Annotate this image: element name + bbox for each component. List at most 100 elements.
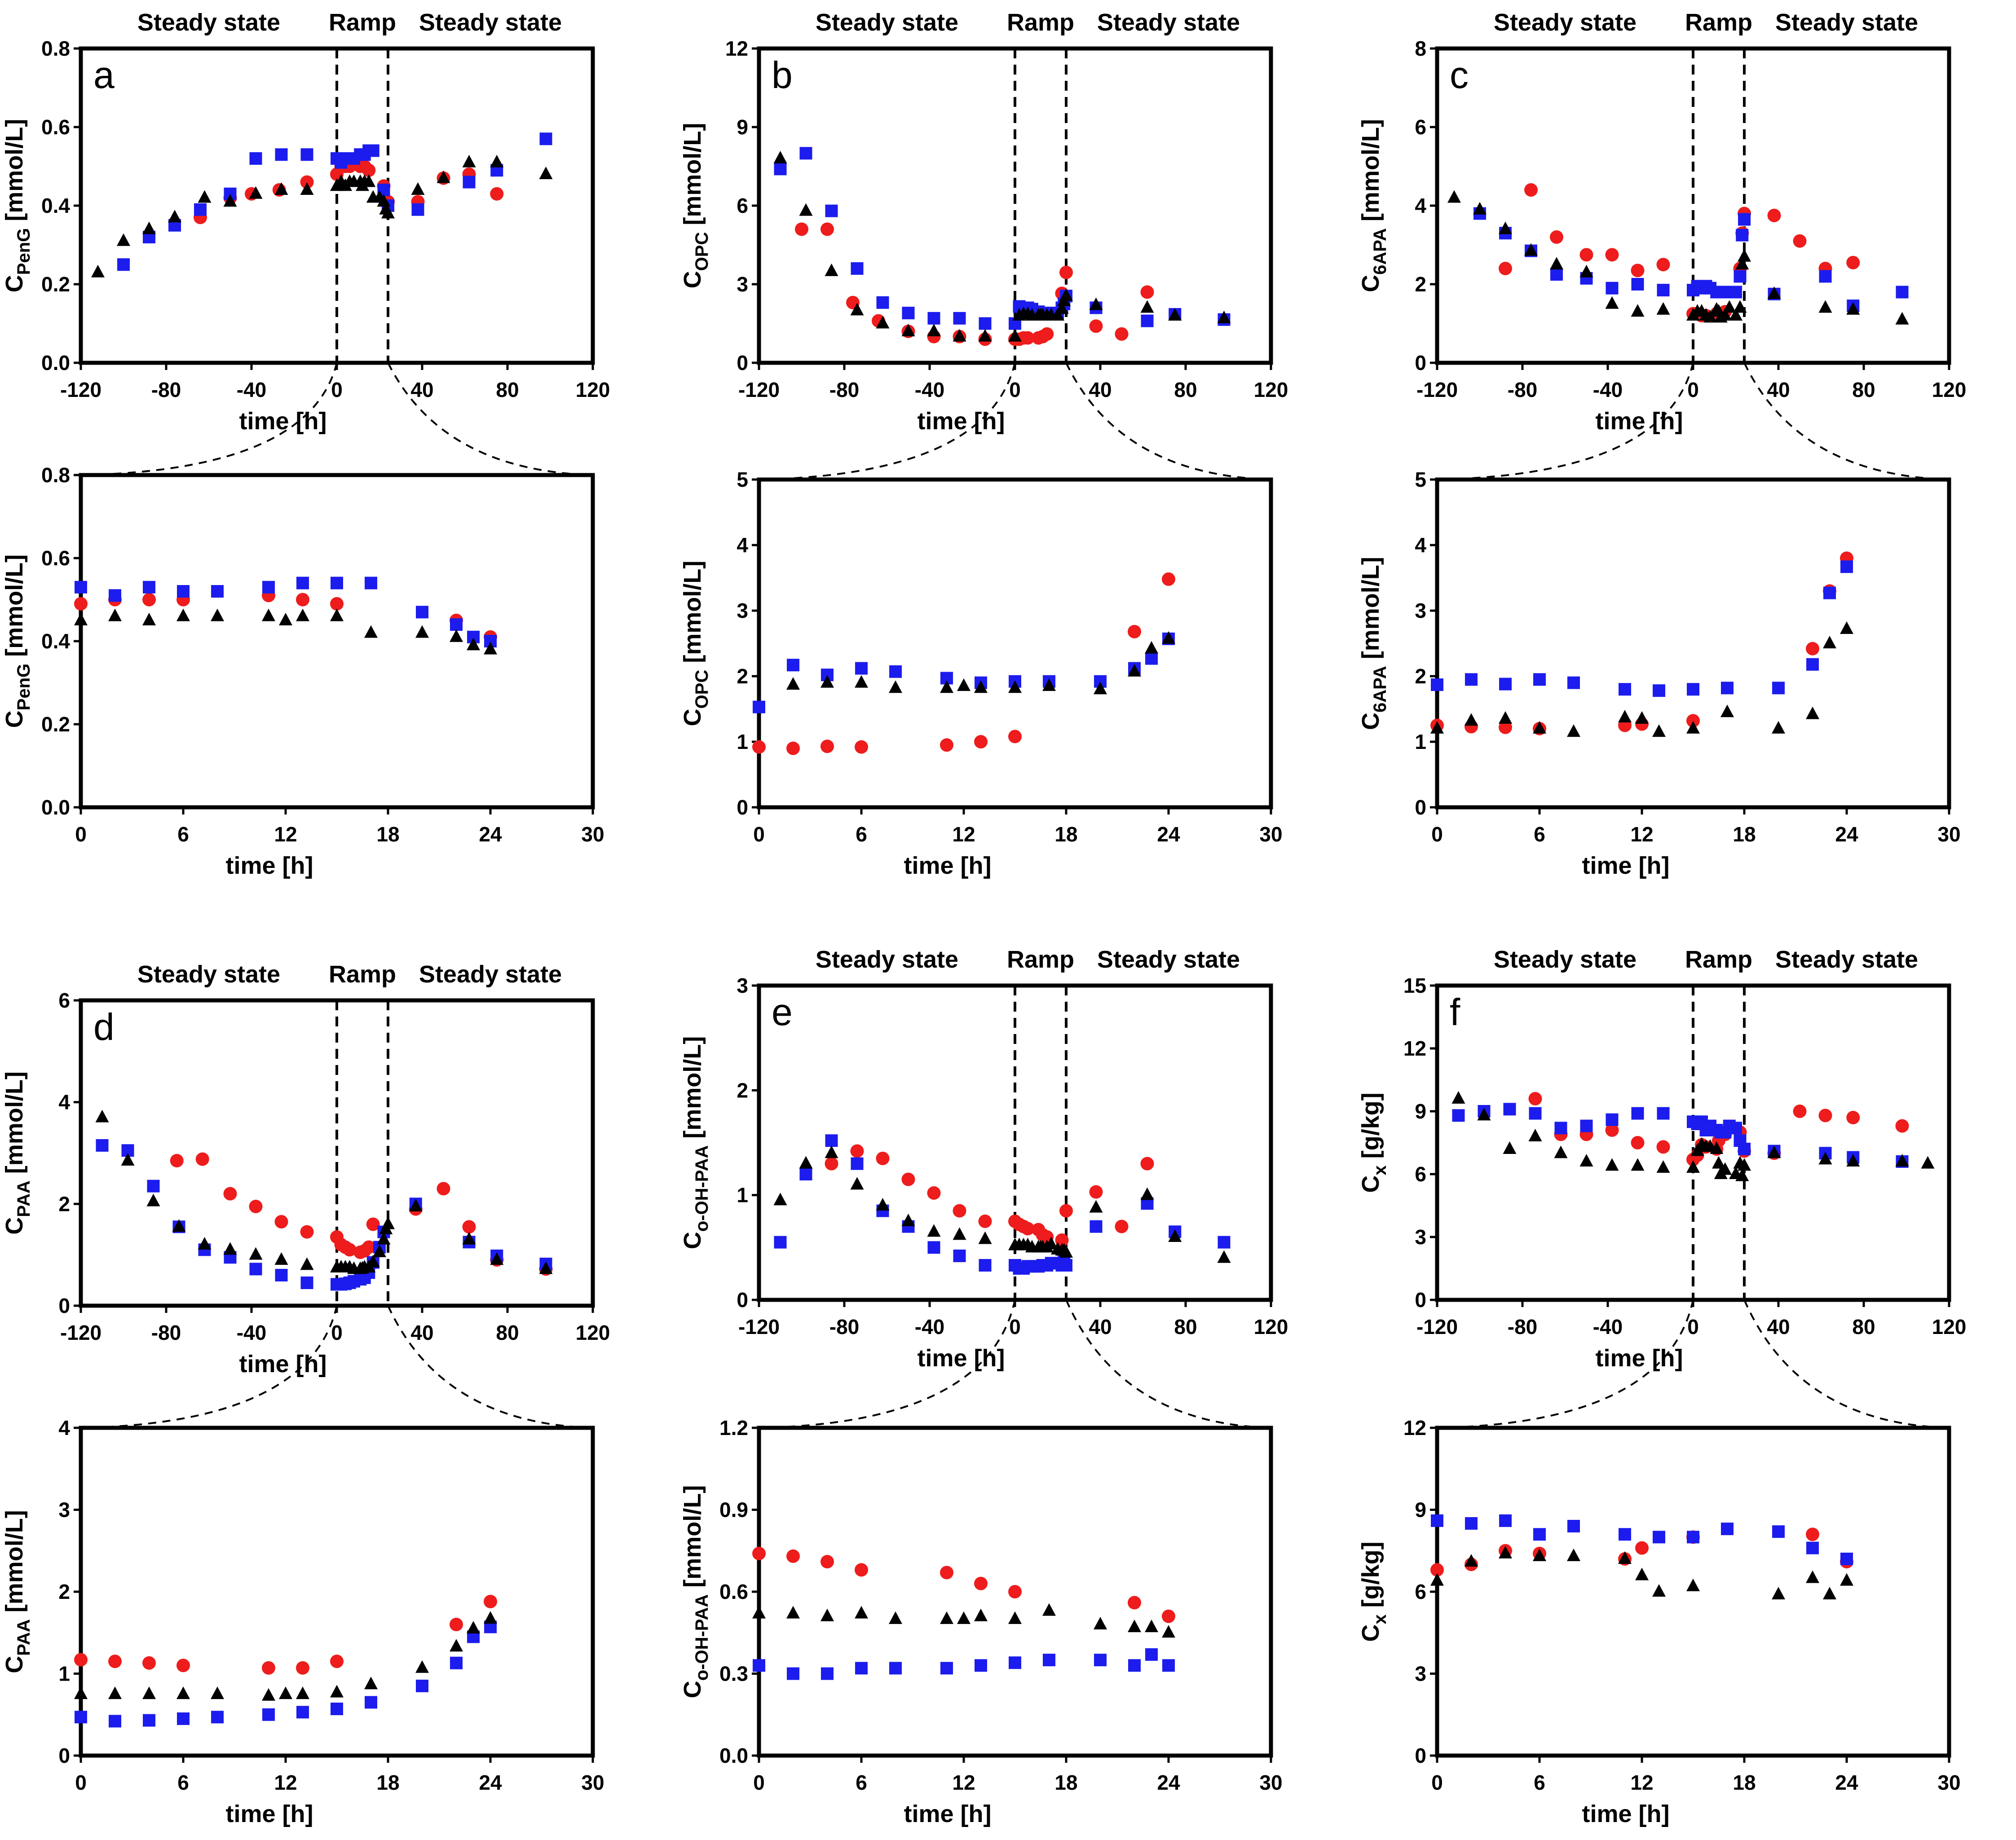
y-tick-label: 1 [737,1184,748,1207]
data-point-red-circle [1021,331,1035,345]
phase-label-steady-right: Steady state [1775,9,1918,36]
data-point-black-triangle [409,1199,423,1211]
x-tick-label: -120 [1416,1315,1458,1338]
data-point-red-circle [1656,258,1670,272]
data-point-black-triangle [249,1247,263,1260]
data-point-black-triangle [901,1214,915,1226]
zoom-connector-left [1437,362,1694,480]
data-point-blue-square [1653,1531,1665,1544]
data-point-red-circle [1162,1609,1175,1623]
x-tick-label: -80 [151,378,181,401]
data-point-red-circle [821,1555,834,1569]
y-tick-label: 6 [1415,1162,1426,1186]
data-point-black-triangle [1430,721,1444,734]
phase-label-steady-right: Steady state [419,9,562,36]
y-tick-label: 0.8 [41,37,70,60]
data-point-black-triangle [262,1688,275,1701]
y-axis-label-main: C [679,271,706,288]
x-tick-label: 18 [1054,1771,1077,1794]
data-point-black-triangle [978,329,992,342]
data-point-black-triangle [1447,190,1461,203]
data-point-black-triangle [168,210,181,223]
data-point-red-circle [142,1656,156,1670]
data-point-blue-square [1503,1103,1516,1116]
data-point-black-triangle [249,186,263,199]
y-axis-label-subscript: PAA [14,1180,34,1217]
data-point-black-triangle [1767,286,1781,299]
x-tick-label: 0 [753,823,765,846]
data-point-red-circle [1040,327,1054,341]
data-point-red-circle [927,1186,941,1200]
y-axis-label-subscript: o-OH-PAA [692,1145,712,1232]
y-tick-label: 0.8 [41,463,70,487]
series-circle [194,159,504,224]
x-tick-label: 120 [1254,378,1288,401]
phase-label-ramp: Ramp [1007,946,1074,973]
data-point-blue-square [1533,1528,1546,1541]
data-point-black-triangle [1008,1611,1022,1624]
data-point-black-triangle [773,1193,787,1206]
x-tick-label: 80 [496,1321,519,1344]
y-axis-label-unit: [g/kg] [1357,1541,1384,1614]
y-axis-label: C6APA [mmol/L] [1357,119,1390,292]
y-tick-label: 0 [737,351,748,374]
x-tick-label: 12 [274,1771,297,1794]
data-point-blue-square [1734,270,1747,283]
data-point-blue-square [774,163,787,176]
data-point-black-triangle [1631,304,1645,317]
data-point-blue-square [927,312,940,325]
data-point-blue-square [1896,286,1909,299]
y-axis-label-main: C [1357,1624,1384,1642]
phase-label-steady-right: Steady state [1097,9,1240,36]
data-point-black-triangle [1686,1160,1700,1173]
data-point-black-triangle [1703,310,1717,323]
data-point-black-triangle [1806,706,1819,719]
data-point-black-triangle [364,625,378,638]
y-tick-label: 0.6 [41,546,70,570]
data-point-blue-square [1772,1525,1785,1538]
data-point-blue-square [275,1269,288,1281]
zoom-connector-left [759,362,1016,480]
series-square [774,147,1231,330]
data-point-blue-square [1431,678,1443,691]
data-point-black-triangle [1217,1250,1231,1263]
y-axis-label: Co-OH-PAA [mmol/L] [679,1036,712,1250]
series-square [117,132,552,271]
data-point-black-triangle [437,170,450,183]
y-tick-label: 12 [1403,1037,1426,1060]
x-tick-label: 120 [576,1321,610,1344]
series-triangle [1430,1545,1853,1600]
series-square [1431,560,1853,697]
y-tick-label: 3 [1415,1225,1426,1249]
data-point-black-triangle [176,608,190,621]
y-tick-label: 2 [58,1580,70,1603]
x-tick-label: 0 [1687,378,1699,401]
data-point-blue-square [249,1263,262,1276]
data-point-black-triangle [142,1686,156,1699]
y-tick-label: 0.0 [719,1744,748,1767]
data-point-black-triangle [1618,709,1632,722]
zoom-connector-left [759,1299,1016,1429]
data-point-black-triangle [484,642,497,655]
data-point-black-triangle [377,1232,391,1245]
data-point-blue-square [411,203,424,216]
phase-label-steady-left: Steady state [1494,9,1637,36]
y-tick-label: 0.4 [41,194,70,217]
data-point-blue-square [851,1157,864,1170]
data-point-red-circle [300,1225,314,1239]
x-tick-label: 24 [479,823,502,846]
y-tick-label: 0.4 [41,629,70,653]
data-point-black-triangle [279,612,292,625]
data-point-red-circle [855,740,868,754]
phase-label-ramp: Ramp [1685,946,1752,973]
data-point-blue-square [1090,1220,1103,1233]
panel-c: -120 -80 -40 0 40 80 120 0 2 4 6 8 time [h] C6APA [mm… [1357,9,1966,435]
data-point-black-triangle [279,1686,292,1699]
phase-label-ramp: Ramp [329,9,396,36]
data-point-black-triangle [1145,641,1158,654]
panel-d: -120 -80 -40 0 40 80 120 0 2 4 6 time [h] CPAA [mmol… [1,961,610,1378]
data-point-blue-square [953,1250,966,1262]
y-tick-label: 15 [1403,974,1426,997]
data-point-blue-square [1499,678,1512,691]
